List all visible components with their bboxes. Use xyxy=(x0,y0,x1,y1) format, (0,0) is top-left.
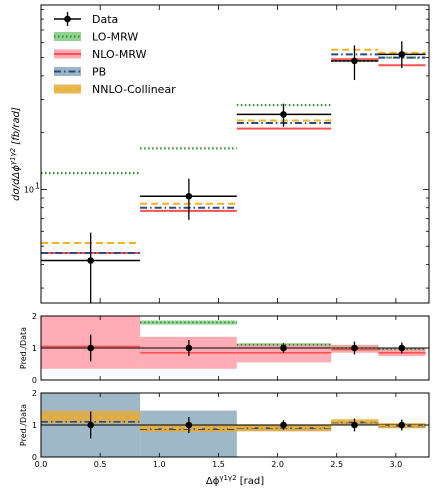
legend-label-lo-mrw: LO-MRW xyxy=(92,31,138,44)
ratio1-ytick-label-1: 1 xyxy=(32,344,37,353)
main-data-point-4 xyxy=(398,51,406,58)
ratio1-data-point-3 xyxy=(351,344,358,352)
ratio1-ytick-label-2: 2 xyxy=(32,312,37,321)
ratio1-data-point-2 xyxy=(280,344,287,352)
x-axis-label: Δϕγ1γ2 [rad] xyxy=(206,474,264,487)
ratio2-data-point-4 xyxy=(398,421,406,429)
main-ytick-label-10: 10 xyxy=(24,185,34,194)
legend-data-marker xyxy=(64,15,71,23)
xtick-label-2: 2.0 xyxy=(271,460,284,469)
main-ylabel: dσ/dΔϕγ1γ2 [fb/rad] xyxy=(9,107,22,201)
main-panel-frame xyxy=(40,4,430,304)
ratio1-ytick-label-0: 0 xyxy=(32,376,37,385)
main-data-point-3 xyxy=(351,57,358,65)
ratio1-data-point-1 xyxy=(185,344,193,352)
xtick-label-2.5: 2.5 xyxy=(330,460,343,469)
ratio1-data-point-4 xyxy=(398,344,406,352)
legend-label-nnlo-collinear: NNLO-Collinear xyxy=(92,83,176,96)
xtick-label-1.5: 1.5 xyxy=(212,460,225,469)
ratio2-data-point-1 xyxy=(185,421,193,429)
ratio2-ytick-label-2: 2 xyxy=(32,389,37,398)
ratio2-ytick-label-0: 0 xyxy=(32,453,37,462)
main-data-point-1 xyxy=(185,192,193,200)
ratio1-ylabel: Pred./Data xyxy=(19,327,28,369)
main-data-point-2 xyxy=(280,111,287,118)
legend-label-data: Data xyxy=(92,13,118,26)
main-data-point-0 xyxy=(87,257,94,264)
ratio2-data-point-3 xyxy=(351,421,358,429)
legend-label-pb: PB xyxy=(92,66,106,79)
xtick-label-0: 0.0 xyxy=(35,460,48,469)
ratio2-ytick-label-1: 1 xyxy=(32,421,37,430)
xtick-label-0.5: 0.5 xyxy=(94,460,107,469)
ratio1-data-point-0 xyxy=(87,344,94,352)
ratio2-ylabel: Pred./Data xyxy=(19,404,28,446)
legend-pb-band xyxy=(54,67,81,76)
ratio2-data-point-0 xyxy=(87,421,94,429)
ratio2-data-point-2 xyxy=(280,421,287,429)
legend-label-nlo-mrw: NLO-MRW xyxy=(92,48,147,61)
xtick-label-3: 3.0 xyxy=(390,460,403,469)
main-ytick-label-10-exp: 1 xyxy=(35,181,40,190)
xtick-label-1: 1.0 xyxy=(153,460,166,469)
